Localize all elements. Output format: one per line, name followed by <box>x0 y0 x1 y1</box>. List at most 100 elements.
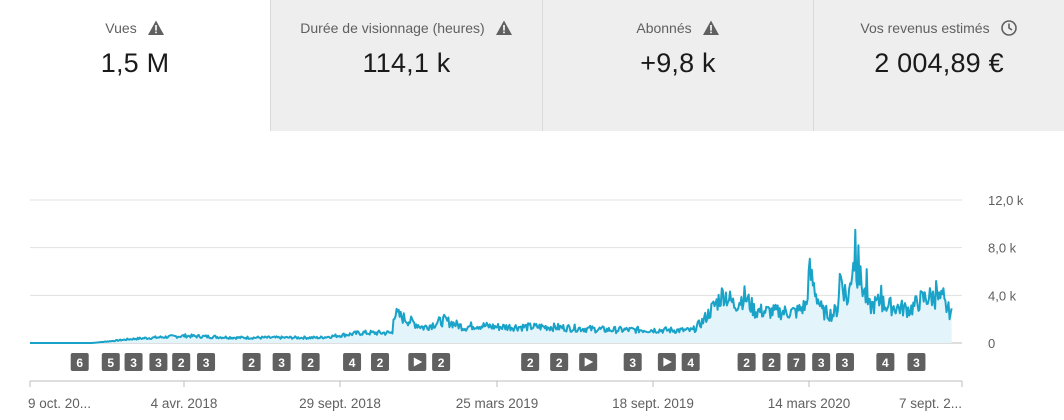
marker-box <box>812 353 831 371</box>
marker-box <box>787 353 806 371</box>
marker-count: 2 <box>768 356 775 370</box>
marker-count: 2 <box>377 356 384 370</box>
marker-box <box>737 353 756 371</box>
views-area <box>30 229 952 343</box>
video-marker[interactable]: 5 <box>101 353 120 371</box>
video-marker[interactable]: 3 <box>812 353 831 371</box>
warning-icon <box>495 19 513 37</box>
marker-box <box>124 353 143 371</box>
video-marker[interactable]: 6 <box>70 353 89 371</box>
x-tick-label: 29 sept. 2018 <box>299 396 381 411</box>
play-icon <box>663 357 672 367</box>
video-marker[interactable]: 3 <box>623 353 642 371</box>
marker-count: 4 <box>349 356 356 370</box>
video-marker[interactable]: 3 <box>272 353 291 371</box>
tab-revenue-value: 2 004,89 € <box>874 48 1004 78</box>
tab-subscribers-value: +9,8 k <box>640 48 716 78</box>
marker-count: 3 <box>913 356 920 370</box>
warning-icon <box>147 19 165 37</box>
marker-count: 2 <box>556 356 563 370</box>
x-tick-label: 9 oct. 20... <box>28 396 91 411</box>
tab-subscribers-label: Abonnés <box>636 20 692 36</box>
video-marker[interactable]: 2 <box>737 353 756 371</box>
video-marker-play[interactable] <box>657 353 676 371</box>
marker-box <box>242 353 261 371</box>
warning-icon <box>702 19 720 37</box>
marker-count: 2 <box>248 356 255 370</box>
marker-box <box>876 353 895 371</box>
video-marker[interactable]: 3 <box>149 353 168 371</box>
video-marker[interactable]: 4 <box>681 353 700 371</box>
tab-watch-time[interactable]: Durée de visionnage (heures) 114,1 k <box>270 0 542 131</box>
video-marker[interactable]: 2 <box>242 353 261 371</box>
marker-count: 3 <box>818 356 825 370</box>
tab-views-value: 1,5 M <box>100 48 170 78</box>
views-line <box>30 228 953 344</box>
x-tick-label: 14 mars 2020 <box>768 396 851 411</box>
marker-box <box>101 353 120 371</box>
marker-count: 2 <box>743 356 750 370</box>
video-marker[interactable]: 4 <box>343 353 362 371</box>
marker-count: 3 <box>203 356 210 370</box>
y-tick-label: 4,0 k <box>988 288 1017 303</box>
tab-watch-time-label: Durée de visionnage (heures) <box>300 20 485 36</box>
x-tick-label: 18 sept. 2019 <box>612 396 694 411</box>
play-icon <box>584 357 594 367</box>
marker-count: 4 <box>882 356 889 370</box>
marker-count: 3 <box>278 356 285 370</box>
marker-box <box>521 353 540 371</box>
video-marker[interactable]: 2 <box>432 353 451 371</box>
video-marker[interactable]: 2 <box>550 353 569 371</box>
video-marker[interactable]: 2 <box>762 353 781 371</box>
marker-box <box>197 353 216 371</box>
marker-box <box>550 353 569 371</box>
video-marker[interactable]: 2 <box>521 353 540 371</box>
video-marker[interactable]: 3 <box>197 353 216 371</box>
marker-box <box>623 353 642 371</box>
marker-box <box>432 353 451 371</box>
marker-count: 2 <box>438 356 445 370</box>
video-marker[interactable]: 2 <box>301 353 320 371</box>
video-marker[interactable]: 4 <box>876 353 895 371</box>
y-tick-label: 8,0 k <box>988 241 1017 256</box>
play-icon <box>413 357 423 367</box>
marker-box <box>272 353 291 371</box>
video-marker[interactable]: 7 <box>787 353 806 371</box>
marker-box <box>907 353 926 371</box>
video-marker[interactable]: 2 <box>371 353 390 371</box>
x-tick-label: 4 avr. 2018 <box>151 396 218 411</box>
video-marker[interactable]: 3 <box>835 353 854 371</box>
marker-count: 2 <box>307 356 314 370</box>
y-tick-label: 0 <box>988 336 995 351</box>
marker-box <box>835 353 854 371</box>
video-marker[interactable]: 3 <box>907 353 926 371</box>
video-marker[interactable]: 2 <box>172 353 191 371</box>
x-tick-label: 7 sept. 2... <box>899 396 962 411</box>
y-tick-label: 12,0 k <box>988 193 1024 208</box>
tab-watch-time-value: 114,1 k <box>362 48 451 78</box>
video-marker-play[interactable] <box>579 353 598 371</box>
tab-views[interactable]: Vues 1,5 M <box>0 0 270 131</box>
marker-box <box>149 353 168 371</box>
metric-tabs: Vues 1,5 M Durée de visionnage (heures) … <box>0 0 1064 131</box>
tab-revenue[interactable]: Vos revenus estimés 2 004,89 € <box>813 0 1064 131</box>
marker-count: 3 <box>842 356 849 370</box>
marker-count: 6 <box>76 356 83 370</box>
views-chart: 12,0 k 8,0 k 4,0 k 0 9 oct. 20... 4 avr. 2018… <box>28 193 1024 411</box>
marker-box <box>172 353 191 371</box>
clock-icon <box>1000 19 1018 37</box>
marker-box <box>681 353 700 371</box>
marker-box <box>70 353 89 371</box>
tab-views-label: Vues <box>105 20 137 36</box>
video-marker-play[interactable] <box>408 353 427 371</box>
tab-subscribers[interactable]: Abonnés +9,8 k <box>542 0 813 131</box>
marker-box <box>762 353 781 371</box>
marker-count: 3 <box>130 356 137 370</box>
marker-box <box>371 353 390 371</box>
marker-count: 3 <box>629 356 636 370</box>
marker-box <box>301 353 320 371</box>
marker-count: 2 <box>527 356 534 370</box>
marker-count: 5 <box>107 356 114 370</box>
video-marker[interactable]: 3 <box>124 353 143 371</box>
tab-revenue-label: Vos revenus estimés <box>860 20 990 36</box>
